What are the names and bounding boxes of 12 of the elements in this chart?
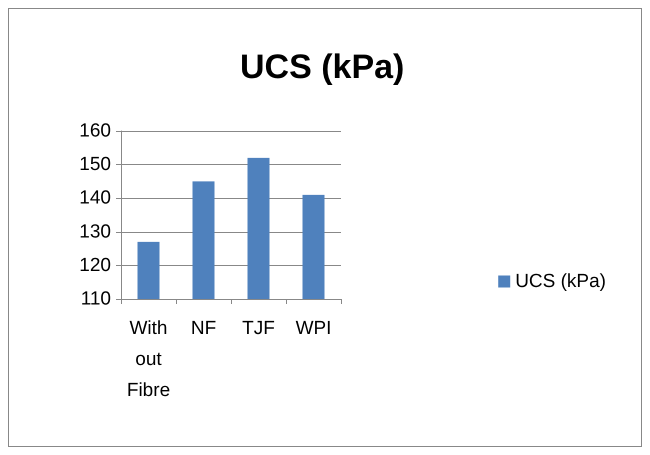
x-tick-label: TJF [242,318,275,339]
x-tick-label: With out Fibre [126,318,170,401]
x-tick-label: WPI [296,318,332,339]
y-tick-label: 140 [79,188,111,209]
y-tick-label: 110 [80,288,111,310]
y-tick-label: 150 [79,154,111,176]
y-tick-label: 120 [79,254,111,276]
y-tick-label: 160 [79,120,111,142]
chart-title: UCS (kPa) [240,48,404,86]
y-tick-label: 130 [79,221,111,242]
legend-label: UCS (kPa) [515,271,606,292]
x-tick-label: NF [190,318,216,339]
